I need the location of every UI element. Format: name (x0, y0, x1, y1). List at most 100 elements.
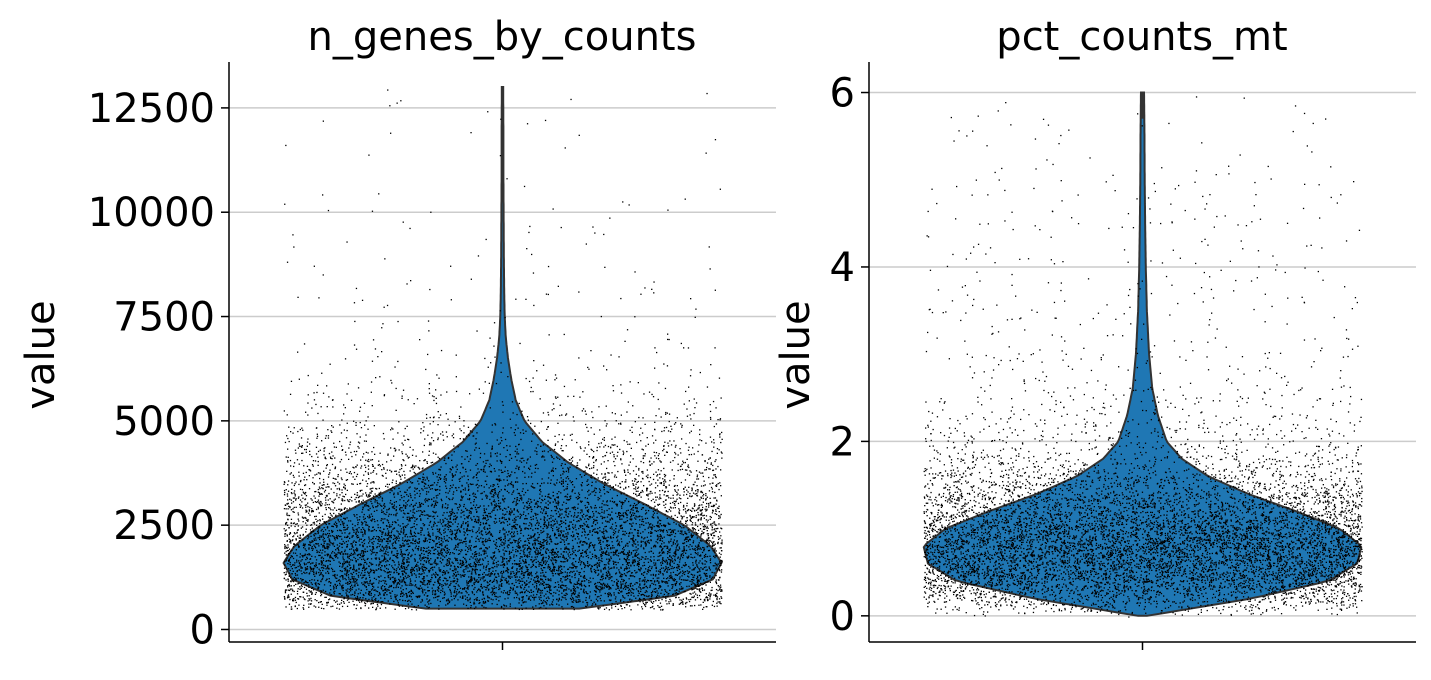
data-point (540, 518, 542, 520)
data-point (467, 434, 470, 436)
data-point (655, 496, 657, 498)
data-point (503, 563, 506, 566)
data-point (410, 503, 412, 506)
data-point (533, 487, 535, 489)
data-point (556, 537, 558, 539)
data-point (320, 580, 322, 582)
data-point (620, 599, 622, 601)
data-point (586, 602, 589, 604)
data-point (672, 604, 674, 606)
data-point (679, 494, 681, 496)
data-point (425, 537, 427, 539)
data-point (549, 551, 551, 554)
data-point (391, 590, 393, 592)
data-point (401, 397, 403, 399)
data-point (448, 515, 450, 517)
data-point (319, 549, 322, 551)
data-point (665, 487, 667, 489)
data-point (549, 535, 552, 537)
data-point (438, 537, 440, 539)
data-point (284, 564, 286, 566)
data-point (372, 571, 375, 574)
data-point (336, 574, 338, 576)
data-point (598, 557, 600, 559)
data-point (430, 563, 432, 566)
data-point (537, 505, 539, 507)
data-point (427, 320, 430, 322)
data-point (529, 502, 531, 505)
data-point (445, 578, 447, 580)
data-point (596, 519, 598, 522)
data-point (713, 555, 715, 557)
data-point (455, 517, 458, 519)
data-point (693, 516, 695, 518)
data-point (326, 504, 328, 506)
data-point (578, 558, 580, 560)
data-point (629, 605, 631, 607)
data-point (367, 504, 369, 507)
data-point (519, 525, 521, 527)
data-point (450, 514, 452, 516)
data-point (508, 517, 510, 519)
data-point (413, 466, 416, 469)
data-point (473, 607, 476, 610)
data-point (501, 471, 503, 474)
data-point (542, 499, 544, 502)
data-point (305, 519, 308, 521)
data-point (371, 602, 373, 605)
data-point (555, 543, 557, 545)
data-point (313, 392, 315, 394)
data-point (534, 467, 537, 469)
data-point (352, 600, 354, 602)
data-point (630, 590, 632, 592)
data-point (370, 594, 372, 596)
data-point (628, 567, 630, 569)
data-point (560, 226, 562, 229)
data-point (591, 477, 593, 479)
data-point (482, 541, 484, 543)
data-point (708, 566, 710, 568)
data-point (604, 444, 607, 447)
data-point (319, 505, 322, 507)
data-point (582, 556, 584, 558)
data-point (572, 506, 574, 509)
data-point (716, 592, 718, 594)
data-point (601, 551, 603, 553)
data-point (654, 367, 656, 369)
data-point (511, 401, 514, 403)
data-point (548, 597, 550, 600)
data-point (285, 559, 287, 561)
data-point (512, 526, 514, 528)
data-point (544, 506, 546, 508)
data-point (335, 587, 337, 589)
data-point (669, 502, 672, 504)
data-point (487, 533, 489, 535)
data-point (534, 538, 536, 540)
data-point (693, 412, 695, 415)
data-point (341, 492, 343, 494)
data-point (470, 454, 472, 457)
data-point (297, 497, 300, 499)
data-point (386, 509, 388, 511)
data-point (511, 541, 513, 544)
data-point (461, 463, 463, 465)
data-point (478, 388, 480, 390)
data-point (363, 583, 365, 585)
data-point (306, 553, 308, 556)
data-point (677, 469, 679, 472)
data-point (339, 510, 342, 512)
data-point (284, 592, 287, 594)
data-point (478, 588, 480, 590)
data-point (306, 479, 308, 481)
data-point (603, 488, 605, 491)
data-point (638, 598, 641, 600)
data-point (701, 490, 703, 493)
data-point (488, 570, 490, 573)
data-point (580, 524, 582, 527)
data-point (368, 494, 370, 497)
data-point (698, 604, 700, 606)
data-point (583, 588, 585, 590)
data-point (702, 526, 704, 528)
data-point (492, 567, 494, 569)
data-point (414, 585, 416, 587)
